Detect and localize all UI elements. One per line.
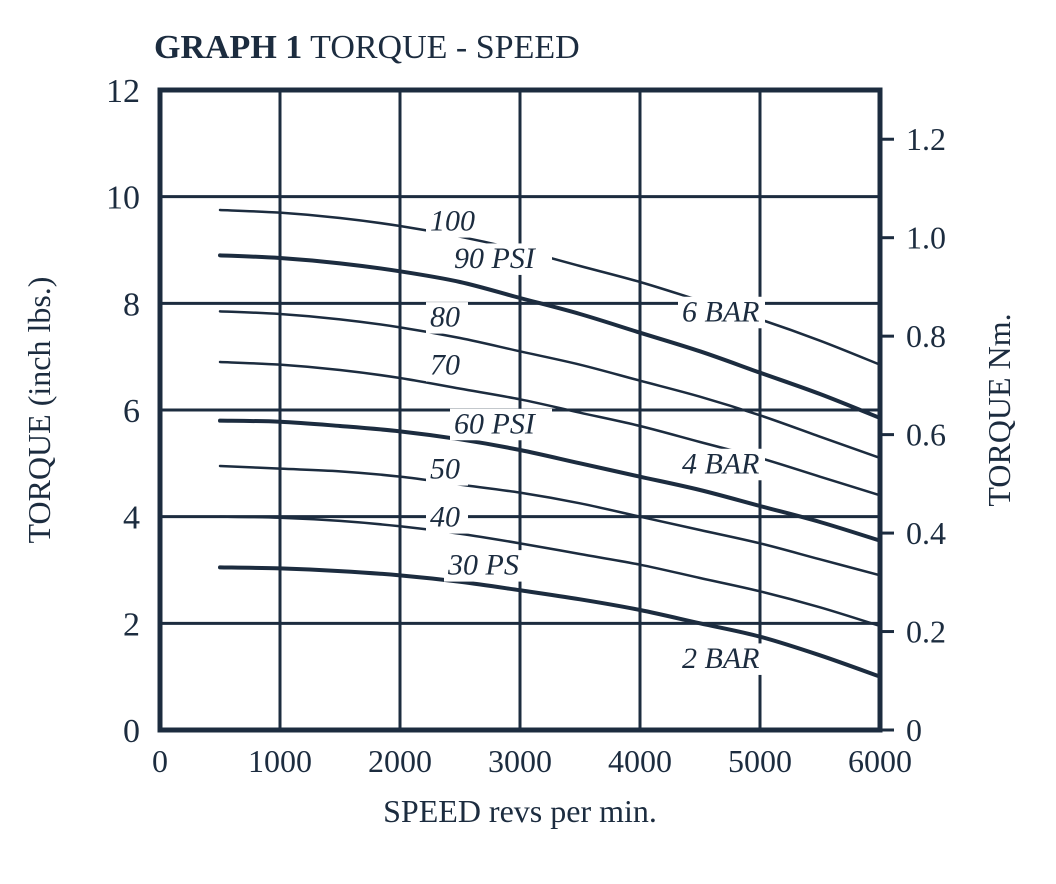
curve-label: 50 — [430, 453, 460, 486]
curve-label: 40 — [430, 501, 460, 534]
x-tick-label: 3000 — [488, 743, 552, 779]
y-left-tick-label: 12 — [106, 73, 140, 110]
x-tick-label: 2000 — [368, 743, 432, 779]
chart-title: GRAPH 1 TORQUE - SPEED — [154, 29, 580, 66]
y-left-axis-label: TORQUE (inch lbs.) — [21, 277, 57, 544]
x-tick-label: 6000 — [848, 743, 912, 779]
y-right-tick-label: 0.6 — [906, 417, 946, 453]
y-left-tick-label: 6 — [123, 393, 140, 430]
curve-label: 6 BAR — [682, 295, 759, 328]
y-right-tick-label: 1.0 — [906, 220, 946, 256]
curve-label: 4 BAR — [682, 447, 759, 480]
y-left-tick-label: 8 — [123, 286, 140, 323]
y-right-tick-label: 0 — [906, 712, 922, 748]
curve-label: 2 BAR — [682, 642, 759, 675]
curve-label: 30 PS — [447, 549, 519, 582]
y-right-tick-label: 1.2 — [906, 121, 946, 157]
curve-label: 70 — [430, 349, 460, 382]
y-left-tick-label: 4 — [123, 500, 140, 537]
x-axis-label: SPEED revs per min. — [383, 793, 657, 829]
y-right-tick-label: 0.2 — [906, 614, 946, 650]
x-tick-label: 1000 — [248, 743, 312, 779]
torque-speed-chart: GRAPH 1 TORQUE - SPEED10090 PSI807060 PS… — [0, 0, 1056, 884]
curve-label: 80 — [430, 301, 460, 334]
y-left-tick-label: 2 — [123, 606, 140, 643]
y-right-tick-label: 0.4 — [906, 515, 946, 551]
x-tick-label: 0 — [152, 743, 168, 779]
y-right-tick-label: 0.8 — [906, 318, 946, 354]
x-tick-label: 4000 — [608, 743, 672, 779]
y-left-tick-label: 10 — [106, 180, 140, 217]
curve-label: 100 — [430, 205, 475, 238]
curve-label: 90 PSI — [454, 242, 537, 275]
y-left-tick-label: 0 — [123, 713, 140, 750]
curve-label: 60 PSI — [454, 407, 537, 440]
x-tick-label: 5000 — [728, 743, 792, 779]
y-right-axis-label: TORQUE Nm. — [981, 313, 1017, 506]
